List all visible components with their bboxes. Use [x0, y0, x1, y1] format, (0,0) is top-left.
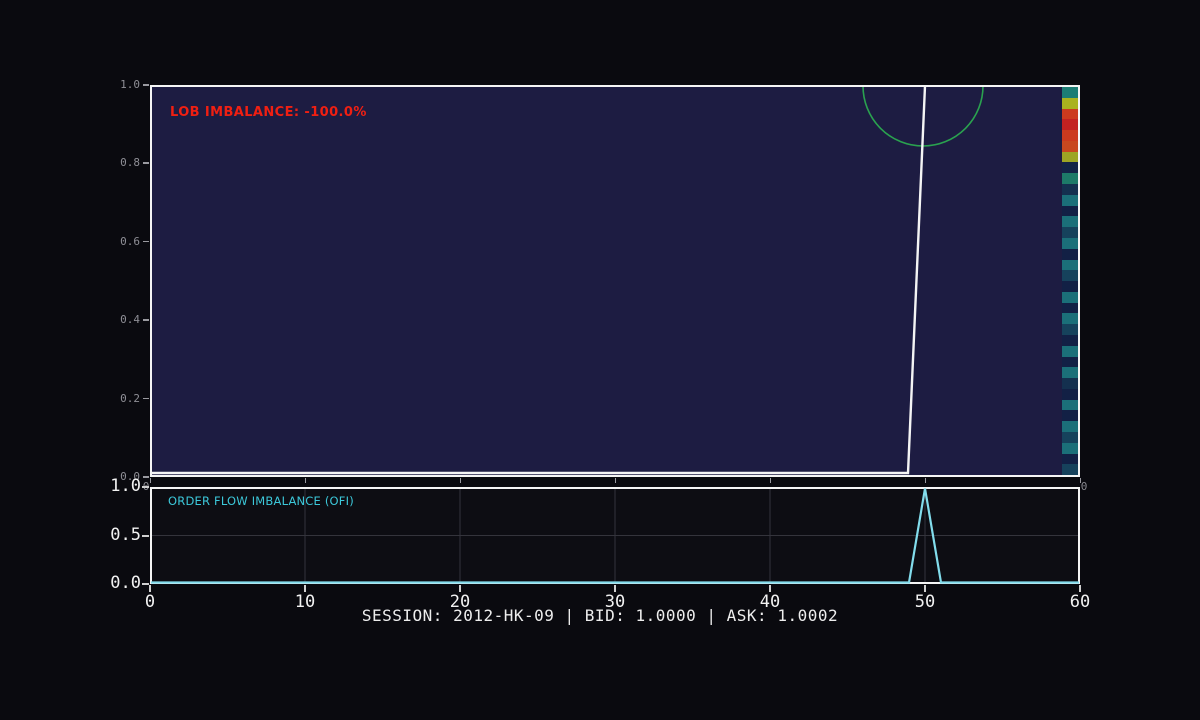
ofi-panel-title: ORDER FLOW IMBALANCE (OFI) [168, 494, 354, 508]
heatmap-cell [1062, 378, 1078, 389]
heatmap-cell [1062, 87, 1078, 98]
ofi-ytick-label: 0.5 [110, 524, 141, 545]
heatmap-cell [1062, 194, 1078, 206]
heatmap-cell [1062, 184, 1078, 195]
ofi-xtick-label: 0 [144, 592, 156, 612]
lob-ytick-label: 0.2 [120, 391, 140, 405]
ofi-ytick-label: 0.0 [110, 573, 141, 593]
heatmap-cell [1062, 367, 1078, 379]
lob-xtick-mark [304, 478, 306, 483]
heatmap-cell [1062, 108, 1078, 120]
order-flow-imbalance-panel: ORDER FLOW IMBALANCE (OFI) [150, 487, 1080, 584]
ofi-ytick-mark [142, 486, 149, 488]
heatmap-cell [1062, 173, 1078, 185]
heatmap-cell [1062, 151, 1078, 163]
heatmap-cell [1062, 205, 1078, 217]
heatmap-cell [1062, 216, 1078, 228]
heatmap-cell [1062, 421, 1078, 432]
heatmap-cell [1062, 399, 1078, 411]
heatmap-cell [1062, 345, 1078, 357]
heatmap-cell [1062, 464, 1078, 476]
ofi-chart-canvas [150, 487, 1080, 584]
ofi-xtick-mark [304, 585, 306, 592]
heatmap-cell [1062, 162, 1078, 174]
ofi-ytick-label: 1.0 [110, 476, 141, 496]
lob-ytick-mark [143, 162, 149, 164]
lob-ytick-mark [143, 476, 149, 478]
ofi-xtick-mark [149, 585, 151, 592]
ofi-xtick-label: 40 [759, 592, 781, 612]
lob-ytick-mark [143, 84, 149, 86]
lob-ytick-label: 1.0 [120, 78, 140, 91]
heatmap-cell [1062, 270, 1078, 282]
lob-xtick-mark [924, 478, 926, 483]
ofi-xtick-label: 30 [604, 592, 626, 612]
heatmap-cell [1062, 356, 1078, 368]
heatmap-cell [1062, 334, 1078, 346]
order-book-depth-heatmap [1062, 87, 1078, 476]
ofi-xtick-mark [614, 585, 616, 592]
lob-xtick-mark [1079, 478, 1081, 483]
ofi-xtick-label: 10 [294, 592, 316, 612]
lob-ytick-label: 0.8 [120, 156, 140, 170]
mid-price-line [151, 85, 927, 475]
ofi-xtick-mark [459, 585, 461, 592]
lob-ytick-mark [143, 319, 149, 321]
lob-ytick-label: 0.4 [120, 313, 140, 327]
heatmap-cell [1062, 97, 1078, 109]
heatmap-cell [1062, 130, 1078, 141]
ofi-line [151, 488, 1079, 584]
heatmap-cell [1062, 140, 1078, 152]
heatmap-cell [1062, 313, 1078, 325]
heatmap-cell [1062, 227, 1078, 238]
ofi-xtick-mark [769, 585, 771, 592]
ofi-xtick-mark [1079, 585, 1081, 592]
lob-ytick-label: 0.0 [120, 470, 140, 483]
lob-xtick-label-right: 0 [1080, 480, 1088, 493]
lob-xtick-mark [769, 478, 771, 483]
heatmap-cell [1062, 453, 1078, 465]
lob-ytick-mark [143, 397, 149, 400]
heatmap-cell [1062, 291, 1078, 303]
lob-chart-canvas [150, 85, 1080, 477]
lob-xtick-mark [149, 478, 151, 483]
ofi-xtick-label: 50 [914, 592, 936, 612]
heatmap-cell [1062, 281, 1078, 292]
ofi-xtick-mark [924, 585, 926, 592]
ofi-ytick-mark [142, 534, 149, 537]
heatmap-cell [1062, 259, 1078, 271]
lob-xtick-mark [459, 478, 461, 483]
heatmap-cell [1062, 432, 1078, 443]
heatmap-cell [1062, 324, 1078, 335]
lob-ytick-label: 0.6 [120, 234, 140, 248]
heatmap-cell [1062, 442, 1078, 454]
ofi-gridlines [152, 489, 1078, 582]
lob-imbalance-readout: LOB IMBALANCE: -100.0% [170, 105, 367, 120]
heatmap-cell [1062, 119, 1078, 131]
lob-xtick-mark [614, 478, 616, 483]
session-status-line: SESSION: 2012-HK-09 | BID: 1.0000 | ASK:… [361, 606, 839, 625]
heatmap-cell [1062, 388, 1078, 400]
ofi-ytick-mark [142, 583, 149, 585]
ofi-xtick-label: 60 [1069, 592, 1091, 612]
lob-panel-spine [150, 85, 1080, 477]
heatmap-cell [1062, 237, 1078, 249]
heatmap-cell [1062, 302, 1078, 314]
lob-ytick-mark [143, 240, 149, 243]
lob-imbalance-panel: LOB IMBALANCE: -100.0% [150, 85, 1080, 477]
heatmap-cell [1062, 248, 1078, 260]
ofi-xtick-label: 20 [449, 592, 471, 612]
heatmap-cell [1062, 410, 1078, 422]
